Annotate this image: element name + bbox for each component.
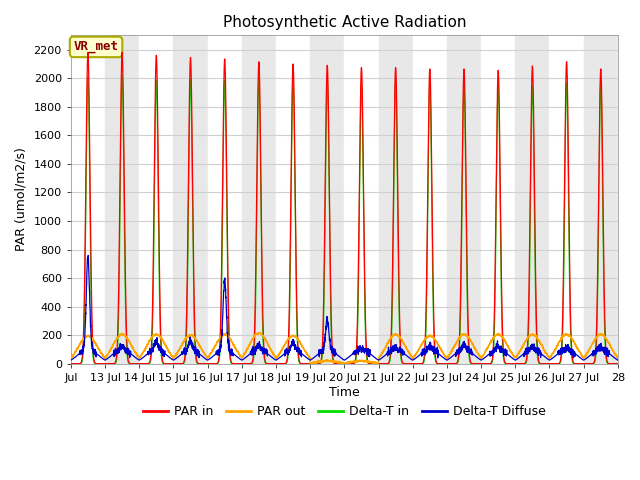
Delta-T Diffuse [495, 346, 502, 351]
PAR out [365, 360, 372, 365]
PAR in [365, 360, 372, 366]
Delta-T Diffuse [67, 357, 75, 363]
Delta-T Diffuse [84, 252, 92, 258]
Bar [310, 36, 344, 364]
Delta-T Diffuse [614, 357, 621, 363]
PAR out [536, 338, 543, 344]
PAR out [522, 339, 529, 345]
PAR out [614, 355, 621, 361]
PAR in [84, 49, 92, 55]
Bar [71, 36, 105, 364]
Bar [105, 36, 140, 364]
Bar [207, 36, 242, 364]
Text: VR_met: VR_met [74, 40, 118, 53]
Bar [550, 36, 584, 364]
Bar [447, 36, 481, 364]
Bar [481, 36, 515, 364]
PAR out [256, 329, 264, 335]
Y-axis label: PAR (umol/m2/s): PAR (umol/m2/s) [15, 147, 28, 252]
PAR in [394, 205, 402, 211]
PAR out [180, 337, 188, 343]
PAR out [394, 332, 402, 338]
Delta-T in [67, 361, 75, 367]
Delta-T in [522, 360, 529, 366]
Bar [584, 36, 618, 364]
PAR in [495, 69, 502, 75]
PAR out [308, 361, 316, 367]
PAR out [67, 355, 75, 360]
Delta-T Diffuse [365, 351, 372, 357]
Line: Delta-T Diffuse: Delta-T Diffuse [71, 255, 618, 360]
Delta-T in [536, 360, 543, 366]
X-axis label: Time: Time [329, 385, 360, 398]
Delta-T Diffuse [394, 347, 402, 353]
Delta-T in [180, 360, 188, 365]
PAR in [536, 360, 543, 366]
Delta-T in [365, 360, 372, 366]
Delta-T in [495, 85, 502, 91]
Bar [515, 36, 550, 364]
PAR out [495, 331, 502, 337]
PAR in [614, 361, 621, 367]
Line: Delta-T in: Delta-T in [71, 75, 618, 364]
Bar [276, 36, 310, 364]
Delta-T Diffuse [536, 349, 543, 355]
Delta-T Diffuse [522, 351, 529, 357]
Delta-T in [394, 230, 402, 236]
Bar [378, 36, 413, 364]
Bar [140, 36, 173, 364]
Bar [618, 36, 640, 364]
Bar [242, 36, 276, 364]
Legend: PAR in, PAR out, Delta-T in, Delta-T Diffuse: PAR in, PAR out, Delta-T in, Delta-T Dif… [138, 400, 551, 423]
Bar [344, 36, 378, 364]
PAR in [180, 358, 188, 363]
PAR in [522, 360, 529, 366]
Title: Photosynthetic Active Radiation: Photosynthetic Active Radiation [223, 15, 466, 30]
Delta-T in [614, 361, 621, 367]
PAR in [67, 361, 75, 367]
Line: PAR in: PAR in [71, 52, 618, 364]
Delta-T in [118, 72, 126, 78]
Bar [413, 36, 447, 364]
Delta-T Diffuse [180, 345, 188, 351]
Bar [173, 36, 207, 364]
Line: PAR out: PAR out [71, 332, 618, 364]
